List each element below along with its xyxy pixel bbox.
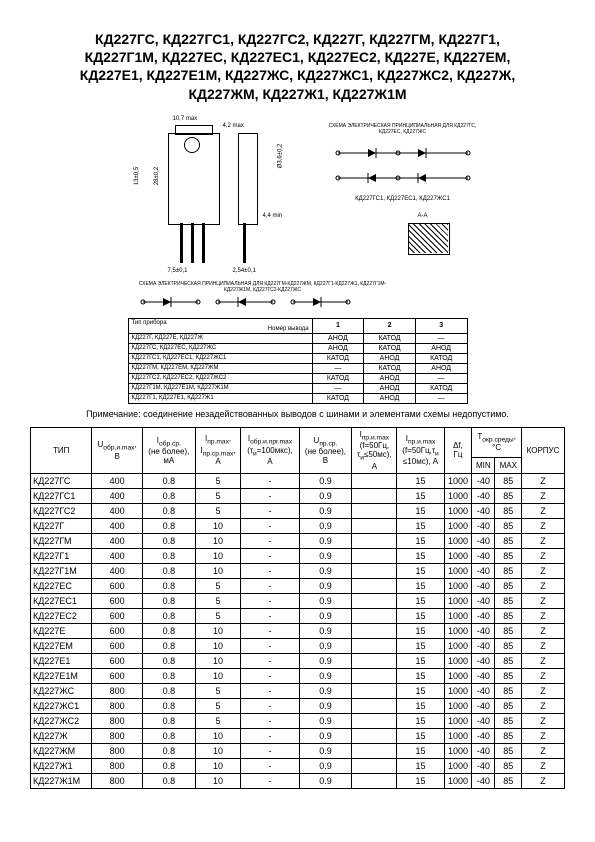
table-row: КД227ГС14000.85-0.9151000-4085Z bbox=[31, 488, 565, 503]
th-9a: MIN bbox=[472, 457, 495, 473]
bottom-note: СХЕМА ЭЛЕКТРИЧЕСКАЯ ПРИНЦИПИАЛЬНАЯ ДЛЯ К… bbox=[138, 281, 388, 293]
table-row: КД227Ж18000.810-0.9151000-4085Z bbox=[31, 758, 565, 773]
dim-top: 10,7 max bbox=[173, 116, 198, 122]
table-row: КД227ГМ4000.810-0.9151000-4085Z bbox=[31, 533, 565, 548]
table-row: КД227ГС24000.85-0.9151000-4085Z bbox=[31, 503, 565, 518]
table-row: КД227ГС4000.85-0.9151000-4085Z bbox=[31, 473, 565, 488]
dim-pitch: 2,54±0,1 bbox=[233, 268, 256, 274]
section-label: А-А bbox=[418, 213, 428, 219]
table-row: КД227Ж1М8000.810-0.9151000-4085Z bbox=[31, 773, 565, 788]
th-5: Uпр.ср.(не более),В bbox=[299, 427, 352, 473]
dim-lead: 4,4 min bbox=[263, 213, 283, 219]
package-diagram: 10,7 max 13±0,5 28±0,2 4,2 max 7,5±0,1 2… bbox=[108, 113, 488, 313]
th-type: ТИП bbox=[31, 427, 92, 473]
pin-table: Тип прибораНомер вывода123КД227Г, КД227Е… bbox=[128, 318, 468, 404]
dim-hole: Ø3,6±0,2 bbox=[277, 143, 283, 168]
table-row: КД227ЕС16000.85-0.9151000-4085Z bbox=[31, 593, 565, 608]
circuit-title: СХЕМА ЭЛЕКТРИЧЕСКАЯ ПРИНЦИПИАЛЬНАЯ ДЛЯ К… bbox=[328, 123, 478, 135]
th-4: Iобр.и.прг.max(τи=100мкс),А bbox=[241, 427, 299, 473]
table-row: КД227ЖС28000.85-0.9151000-4085Z bbox=[31, 713, 565, 728]
table-row: КД227ЕМ6000.810-0.9151000-4085Z bbox=[31, 638, 565, 653]
th-3: Iпр.max,Iпр.ср.max,А bbox=[195, 427, 241, 473]
dim-width: 7,5±0,1 bbox=[168, 268, 188, 274]
th-1: Uобр.и.max,В bbox=[92, 427, 143, 473]
th-2: Iобр.ср.(не более),мА bbox=[142, 427, 195, 473]
table-row: КД227ЖМ8000.810-0.9151000-4085Z bbox=[31, 743, 565, 758]
table-row: КД227ЖС18000.85-0.9151000-4085Z bbox=[31, 698, 565, 713]
dim-thickness: 4,2 max bbox=[223, 123, 244, 129]
th-9b: MAX bbox=[495, 457, 522, 473]
circuit-label3: КД227ГС1, КД227ЕС1, КД227ЖС1 bbox=[328, 196, 478, 202]
th-6: Iпр.и.max(f=50Гц,τи≤50мс),А bbox=[352, 427, 397, 473]
dim-side: 13±0,5 bbox=[134, 167, 140, 185]
table-row: КД227Е16000.810-0.9151000-4085Z bbox=[31, 653, 565, 668]
dim-height: 28±0,2 bbox=[154, 167, 160, 185]
table-row: КД227ЖС8000.85-0.9151000-4085Z bbox=[31, 683, 565, 698]
table-row: КД227Е6000.810-0.9151000-4085Z bbox=[31, 623, 565, 638]
table-row: КД227Г14000.810-0.9151000-4085Z bbox=[31, 548, 565, 563]
table-row: КД227Ж8000.810-0.9151000-4085Z bbox=[31, 728, 565, 743]
table-row: КД227Е1М6000.810-0.9151000-4085Z bbox=[31, 668, 565, 683]
th-10: КОРПУС bbox=[522, 427, 565, 473]
main-table: ТИП Uобр.и.max,В Iобр.ср.(не более),мА I… bbox=[30, 427, 565, 789]
th-9: Tокр.среды,°C bbox=[472, 427, 522, 457]
table-row: КД227Г4000.810-0.9151000-4085Z bbox=[31, 518, 565, 533]
table-row: КД227Г1М4000.810-0.9151000-4085Z bbox=[31, 563, 565, 578]
th-8: Δf,Гц bbox=[444, 427, 472, 473]
title: КД227ГС, КД227ГС1, КД227ГС2, КД227Г, КД2… bbox=[30, 30, 565, 103]
table-row: КД227ЕС6000.85-0.9151000-4085Z bbox=[31, 578, 565, 593]
note: Примечание: соединение незадействованных… bbox=[30, 409, 565, 419]
table-row: КД227ЕС26000.85-0.9151000-4085Z bbox=[31, 608, 565, 623]
th-7: Iпр.и.max(f=50Гц,τи≤10мс), А bbox=[397, 427, 444, 473]
